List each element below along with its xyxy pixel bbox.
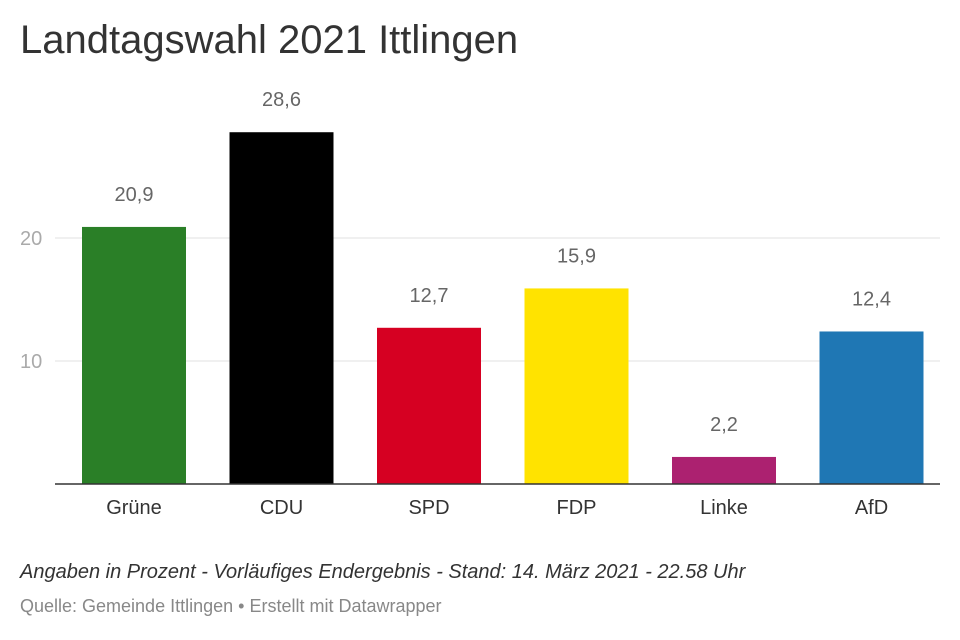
chart-source: Quelle: Gemeinde Ittlingen • Erstellt mit … <box>20 596 442 617</box>
bar-cdu <box>229 132 334 484</box>
source-text: Quelle: Gemeinde Ittlingen <box>20 596 234 616</box>
x-tick-label-afd: AfD <box>855 497 888 519</box>
value-label-cdu: 28,6 <box>262 89 301 111</box>
value-label-fdp: 15,9 <box>557 245 596 267</box>
value-label-grüne: 20,9 <box>115 184 154 206</box>
x-tick-label-cdu: CDU <box>260 497 303 519</box>
bars <box>82 132 924 484</box>
gridlines <box>55 237 940 362</box>
x-tick-label-fdp: FDP <box>557 497 597 519</box>
source-separator: • <box>238 596 245 616</box>
y-axis-ticks: 10 20 <box>20 228 42 373</box>
x-tick-label-spd: SPD <box>408 497 449 519</box>
y-tick-label: 10 <box>20 351 42 373</box>
bar-grüne <box>82 226 186 484</box>
bar-chart: 10 20 20,9 28,6 12,7 15,9 2,2 12,4 Grüne CDU SPD… <box>20 89 940 519</box>
bar-fdp <box>524 288 629 484</box>
value-label-linke: 2,2 <box>710 414 738 436</box>
x-tick-label-grüne: Grüne <box>106 497 162 519</box>
bar-linke <box>672 456 776 484</box>
bar-afd <box>819 331 924 484</box>
x-axis-ticks: Grüne CDU SPD FDP Linke AfD <box>106 497 888 519</box>
bar-spd <box>377 327 481 484</box>
x-tick-label-linke: Linke <box>700 497 748 519</box>
chart-title: Landtagswahl 2021 Ittlingen <box>20 18 519 62</box>
value-label-spd: 12,7 <box>410 285 449 307</box>
credit-text: Erstellt mit Datawrapper <box>249 596 442 616</box>
value-labels: 20,9 28,6 12,7 15,9 2,2 12,4 <box>115 89 891 436</box>
chart-notes: Angaben in Prozent - Vorläufiges Enderge… <box>20 561 746 583</box>
y-tick-label: 20 <box>20 228 42 250</box>
value-label-afd: 12,4 <box>852 288 891 310</box>
